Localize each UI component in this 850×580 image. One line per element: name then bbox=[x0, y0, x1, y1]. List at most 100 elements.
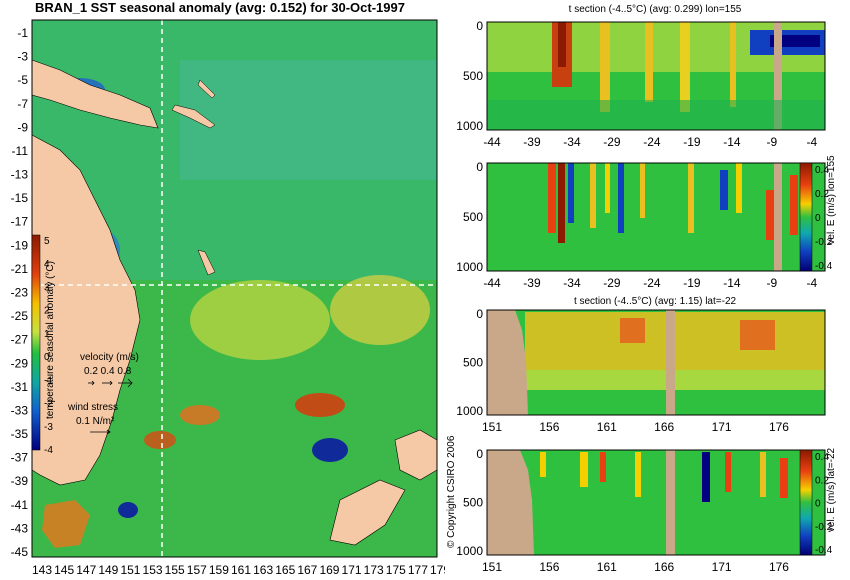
land-solomon-islands bbox=[171, 104, 216, 129]
lat-tick-label: -1 bbox=[17, 26, 28, 40]
panel-x-tick-label: -14 bbox=[723, 135, 741, 149]
colorbar-tick-label: -2 bbox=[44, 399, 53, 410]
panel-x-tick-label: 156 bbox=[539, 560, 559, 574]
lat-tick-label: -37 bbox=[11, 451, 29, 465]
panel-1-title: t section (-4..5°C) (avg: 0.299) lon=155 bbox=[568, 4, 742, 15]
lat-tick-label: -33 bbox=[11, 403, 29, 417]
lat-tick-label: -43 bbox=[11, 521, 29, 535]
panel-x-tick-label: 171 bbox=[712, 560, 732, 574]
panel-1-plot bbox=[486, 21, 826, 131]
lon-tick-label: 173 bbox=[364, 563, 384, 577]
panel-x-tick-label: 161 bbox=[597, 560, 617, 574]
panel-colorbar-tick-label: -0.2 bbox=[815, 522, 833, 533]
panel-x-tick-label: 151 bbox=[482, 560, 502, 574]
lon-tick-label: 169 bbox=[319, 563, 339, 577]
panel-x-tick-label: -24 bbox=[643, 135, 661, 149]
lat-tick-label: -9 bbox=[17, 120, 28, 134]
lat-tick-label: -39 bbox=[11, 474, 29, 488]
lat-tick-label: -21 bbox=[11, 262, 29, 276]
lon-tick-label: 177 bbox=[408, 563, 428, 577]
land-island bbox=[197, 79, 216, 99]
panel-x-tick-label: -24 bbox=[643, 276, 661, 290]
colorbar-tick-label: 3 bbox=[44, 282, 50, 293]
velocity-legend-arrows bbox=[88, 378, 133, 388]
panel-4-colorbar-label: vel. E (m/s) lat=-22 bbox=[826, 447, 837, 533]
lat-tick-label: -27 bbox=[11, 333, 29, 347]
map-title: BRAN_1 SST seasonal anomaly (avg: 0.152)… bbox=[35, 0, 405, 15]
land-australia bbox=[31, 134, 141, 486]
panel-colorbar-tick-label: 0 bbox=[815, 499, 821, 510]
panel-x-tick-label: -4 bbox=[807, 135, 818, 149]
lon-tick-labels: 143 145 147 149 151 153 155 157 159 161 163 165 167 1… bbox=[32, 563, 445, 577]
panel-colorbar-tick-label: -0.2 bbox=[815, 237, 833, 248]
panel-x-tick-label: 176 bbox=[769, 560, 789, 574]
panel-y-tick-label: 0 bbox=[476, 19, 483, 33]
velocity-legend-values: 0.2 0.4 0.8 bbox=[84, 366, 132, 377]
panel-x-tick-label: 151 bbox=[482, 420, 502, 434]
panel-x-tick-label: -9 bbox=[767, 135, 778, 149]
lat-tick-label: -5 bbox=[17, 73, 28, 87]
panel-x-tick-label: -39 bbox=[523, 135, 541, 149]
lat-tick-label: -3 bbox=[17, 50, 28, 64]
panel-x-tick-label: -14 bbox=[723, 276, 741, 290]
panel-2-colorbar bbox=[799, 162, 813, 272]
panel-x-tick-label: -19 bbox=[683, 135, 701, 149]
warm-patch bbox=[190, 280, 330, 360]
lon-tick-label: 175 bbox=[386, 563, 406, 577]
lat-tick-label: -25 bbox=[11, 309, 29, 323]
lon-tick-label: 161 bbox=[231, 563, 251, 577]
land-new-zealand-south bbox=[329, 479, 406, 546]
lon-tick-label: 163 bbox=[253, 563, 273, 577]
panel-colorbar-tick-label: 0.2 bbox=[815, 189, 829, 200]
panel-y-tick-label: 1000 bbox=[456, 404, 483, 418]
colorbar-tick-label: 5 bbox=[44, 236, 50, 247]
map-colorbar bbox=[31, 234, 41, 451]
colorbar-tick-label: -1 bbox=[44, 375, 53, 386]
panel-y-tick-label: 500 bbox=[463, 210, 483, 224]
lat-tick-label: -45 bbox=[11, 545, 29, 559]
lon-tick-label: 167 bbox=[297, 563, 317, 577]
land-new-caledonia bbox=[197, 249, 216, 276]
land-new-guinea bbox=[31, 59, 159, 129]
lon-tick-label: 145 bbox=[54, 563, 74, 577]
lat-tick-label: -17 bbox=[11, 215, 29, 229]
lat-tick-label: -31 bbox=[11, 380, 29, 394]
panel-x-tick-label: -34 bbox=[563, 276, 581, 290]
panel-x-tick-label: 166 bbox=[654, 560, 674, 574]
panel-x-tick-label: -44 bbox=[483, 135, 501, 149]
panel-colorbar-tick-label: 0.2 bbox=[815, 475, 829, 486]
panel-x-tick-label: 156 bbox=[539, 420, 559, 434]
panel-y-tick-label: 500 bbox=[463, 69, 483, 83]
cold-anomaly bbox=[118, 502, 138, 518]
panel-y-tick-label: 1000 bbox=[456, 260, 483, 274]
colorbar-tick-label: 1 bbox=[44, 329, 50, 340]
lon-tick-label: 151 bbox=[120, 563, 140, 577]
panel-colorbar-tick-label: 0 bbox=[815, 213, 821, 224]
panel-y-tick-label: 0 bbox=[476, 307, 483, 321]
panel-x-tick-label: -4 bbox=[807, 276, 818, 290]
panel-x-tick-label: -39 bbox=[523, 276, 541, 290]
panel-x-tick-label: 171 bbox=[712, 420, 732, 434]
lon-tick-label: 147 bbox=[76, 563, 96, 577]
lon-tick-label: 153 bbox=[143, 563, 163, 577]
lat-tick-label: -7 bbox=[17, 97, 28, 111]
map-cool-region bbox=[180, 60, 437, 180]
panel-y-tick-label: 0 bbox=[476, 447, 483, 461]
lat-tick-label: -29 bbox=[11, 356, 29, 370]
warm-patch bbox=[330, 275, 430, 345]
panel-y-tick-label: 1000 bbox=[456, 544, 483, 558]
panel-colorbar-tick-label: -0.4 bbox=[815, 545, 833, 556]
warm-anomaly bbox=[180, 405, 220, 425]
lat-tick-label: -35 bbox=[11, 427, 29, 441]
lon-tick-label: 159 bbox=[209, 563, 229, 577]
warm-anomaly bbox=[295, 393, 345, 417]
panel-x-tick-label: 176 bbox=[769, 420, 789, 434]
panel-colorbar-tick-label: 0.4 bbox=[815, 452, 829, 463]
sst-map: -1-3-5-7-9-11-13-15-17-19-21-23-25-27-29… bbox=[11, 19, 445, 577]
colorbar-tick-label: -3 bbox=[44, 422, 53, 433]
panel-x-tick-label: -44 bbox=[483, 276, 501, 290]
panel-y-tick-label: 500 bbox=[463, 496, 483, 510]
warm-anomaly bbox=[144, 431, 176, 449]
lon-tick-label: 179 bbox=[430, 563, 445, 577]
